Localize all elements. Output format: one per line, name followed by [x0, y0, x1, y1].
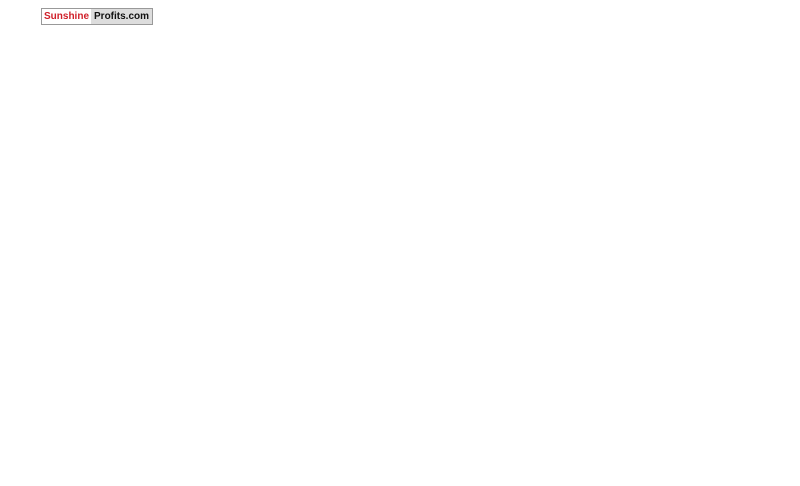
atr-y-tick-label: 0.5 — [787, 214, 799, 223]
macd-y-tick-label: 0 — [794, 106, 799, 115]
price-y-tick-label: 2255 — [780, 332, 798, 341]
price-y-tick-label: 2235 — [780, 417, 798, 426]
price-line — [0, 249, 660, 445]
rsi-y-tick-label: 60 — [789, 21, 798, 30]
rsi-y-tick-label: 70 — [789, 10, 798, 19]
x-tick-label: 6 — [490, 476, 495, 485]
price-y-tick-label: 2270 — [780, 268, 798, 277]
price-y-tick-label: 2230 — [780, 439, 798, 448]
rsi-title: Relative Stength Index — [345, 3, 426, 12]
price-y-tick-label: 2225 — [780, 460, 798, 469]
macd-y-tick-label: 1 — [794, 96, 799, 105]
atr-y-tick-label: 1.5 — [787, 191, 799, 200]
x-tick-label: 4 — [250, 476, 255, 485]
atr-line — [0, 156, 660, 217]
fast-ma-line — [0, 254, 660, 410]
price-y-tick-label: 2260 — [780, 310, 798, 319]
price-y-tick-label: 2280 — [780, 225, 798, 234]
x-tick-label: 9 — [610, 476, 615, 485]
rsi-y-tick-label: 40 — [789, 44, 798, 53]
x-tick-label: 2017 — [130, 476, 148, 485]
price-y-tick-label: 2245 — [780, 375, 798, 384]
x-tick-label: 5 — [370, 476, 375, 485]
x-tick-label: 30 — [10, 476, 19, 485]
price-y-tick-label: 2240 — [780, 396, 798, 405]
rsi-y-tick-label: 50 — [789, 33, 798, 42]
atr-y-tick-label: 1.0 — [787, 203, 799, 212]
macd-line — [0, 81, 660, 143]
macd-title: MACD (-1.16416) — [354, 76, 417, 85]
sunshine-profits-logo: Sunshine Profits.com — [41, 8, 154, 25]
atr-y-tick-label: 3.0 — [787, 156, 799, 165]
rsi-y-tick-label: 30 — [789, 55, 798, 64]
price-title: FUS50015 (2268.800, 2269.100, 2268.600, … — [274, 226, 496, 235]
x-tick-label: 10 — [730, 476, 739, 485]
price-y-tick-label: 2265 — [780, 289, 798, 298]
macd-y-tick-label: 2 — [794, 86, 799, 95]
atr-title: Average True Range (0.75515) — [330, 150, 440, 159]
macd-y-tick-label: -1 — [791, 116, 799, 125]
macd-y-tick-label: 3 — [794, 76, 799, 85]
logo-part-1: Sunshine — [42, 9, 92, 24]
logo-part-2: Profits.com — [91, 9, 153, 24]
price-y-tick-label: 2250 — [780, 353, 798, 362]
price-y-tick-label: 2275 — [780, 246, 798, 255]
atr-y-tick-label: 2.0 — [787, 179, 799, 188]
atr-y-tick-label: 2.5 — [787, 168, 799, 177]
macd-y-tick-label: -3 — [791, 136, 799, 145]
rsi-y-tick-label: 20 — [789, 67, 798, 76]
slow-ma-line — [0, 271, 660, 388]
macd-signal-line — [0, 84, 660, 140]
macd-y-tick-label: -2 — [791, 126, 799, 135]
